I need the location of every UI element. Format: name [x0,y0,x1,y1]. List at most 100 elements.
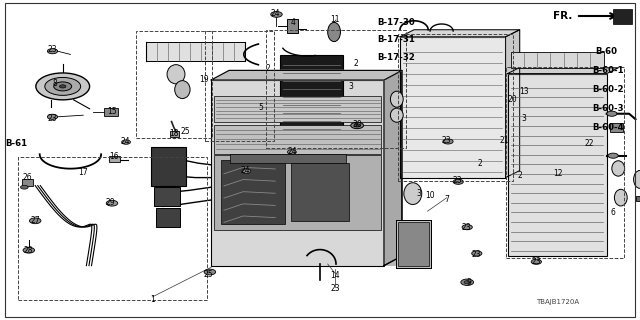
Text: 12: 12 [554,169,563,178]
Text: 4: 4 [291,18,296,27]
Bar [211,80,384,266]
Text: B-60-3: B-60-3 [592,104,623,113]
Text: 24: 24 [270,9,280,18]
Text: 2: 2 [477,159,483,168]
Text: 2: 2 [353,60,358,68]
Polygon shape [508,68,618,74]
Circle shape [29,218,41,224]
Text: TBAJB1720A: TBAJB1720A [536,300,579,305]
Text: 23: 23 [531,257,541,266]
Text: B-17-30: B-17-30 [378,18,415,27]
Bar [214,96,381,122]
Ellipse shape [390,108,403,122]
Text: 23: 23 [330,284,340,293]
Ellipse shape [612,161,625,176]
Circle shape [23,247,35,253]
Circle shape [45,77,81,95]
Bar [280,55,343,134]
Bar [230,154,346,163]
Ellipse shape [404,183,422,204]
Text: 7: 7 [444,196,449,204]
Text: B-17-31: B-17-31 [378,36,415,44]
Bar [170,131,179,137]
Circle shape [462,225,472,230]
Text: B-61: B-61 [5,140,28,148]
Bar [104,108,118,116]
Bar [291,163,349,221]
Ellipse shape [614,189,627,206]
Text: 23: 23 [47,114,58,123]
Text: 13: 13 [518,87,529,96]
Text: 8: 8 [52,79,57,88]
Text: 3: 3 [521,114,526,123]
Bar [398,222,429,266]
Bar [508,74,607,256]
Text: 27: 27 [30,216,40,225]
Text: 10: 10 [425,191,435,200]
Text: B-60-1: B-60-1 [592,66,623,75]
Bar [214,155,381,230]
Text: B-17-32: B-17-32 [378,53,415,62]
Text: 2: 2 [517,172,522,180]
Bar [287,19,298,33]
Bar [221,160,285,224]
Circle shape [443,139,453,144]
Text: 11: 11 [331,15,340,24]
Circle shape [351,122,364,129]
Text: 23: 23 [461,223,471,232]
Text: 21: 21 [500,136,509,145]
Text: 23: 23 [47,45,58,54]
Circle shape [47,49,58,54]
Bar [136,31,212,138]
Text: 25: 25 [203,270,213,279]
Text: 24: 24 [287,147,297,156]
Text: 6: 6 [611,208,616,217]
Text: 26: 26 [22,173,32,182]
Text: 30: 30 [352,120,362,129]
Text: 16: 16 [109,152,119,161]
Bar [205,31,274,141]
Text: B-60-2: B-60-2 [592,85,623,94]
Ellipse shape [167,65,185,84]
Ellipse shape [634,171,640,188]
Text: 25: 25 [180,127,191,136]
Bar [506,67,624,258]
Text: 23: 23 [442,136,452,145]
Text: 17: 17 [78,168,88,177]
Circle shape [242,169,251,173]
Circle shape [464,281,470,284]
Ellipse shape [175,81,190,99]
Circle shape [287,150,296,154]
Circle shape [531,259,541,264]
Text: 24: 24 [241,166,251,175]
Text: 28: 28 [24,246,33,255]
Text: 23: 23 [452,176,462,185]
Bar [384,80,402,266]
Bar [214,125,381,154]
Bar [400,37,506,178]
Circle shape [60,85,66,88]
Bar [151,147,186,186]
Ellipse shape [328,22,340,42]
Text: 3: 3 [348,82,353,91]
Circle shape [354,124,360,127]
Polygon shape [211,70,402,80]
Ellipse shape [390,91,403,107]
Text: 18: 18 [170,129,179,138]
Text: 22: 22 [584,140,593,148]
Bar [266,30,406,148]
Text: 19: 19 [198,76,209,84]
Bar [396,220,431,268]
Bar [613,9,632,24]
Text: 14: 14 [330,271,340,280]
Text: 24: 24 [120,137,131,146]
Text: 3: 3 [416,189,421,198]
Circle shape [271,12,282,17]
Circle shape [20,185,28,189]
Circle shape [106,200,118,206]
Polygon shape [506,30,520,178]
Text: 20: 20 [507,95,517,104]
Circle shape [607,111,617,116]
Polygon shape [400,30,520,37]
Bar [511,52,604,68]
